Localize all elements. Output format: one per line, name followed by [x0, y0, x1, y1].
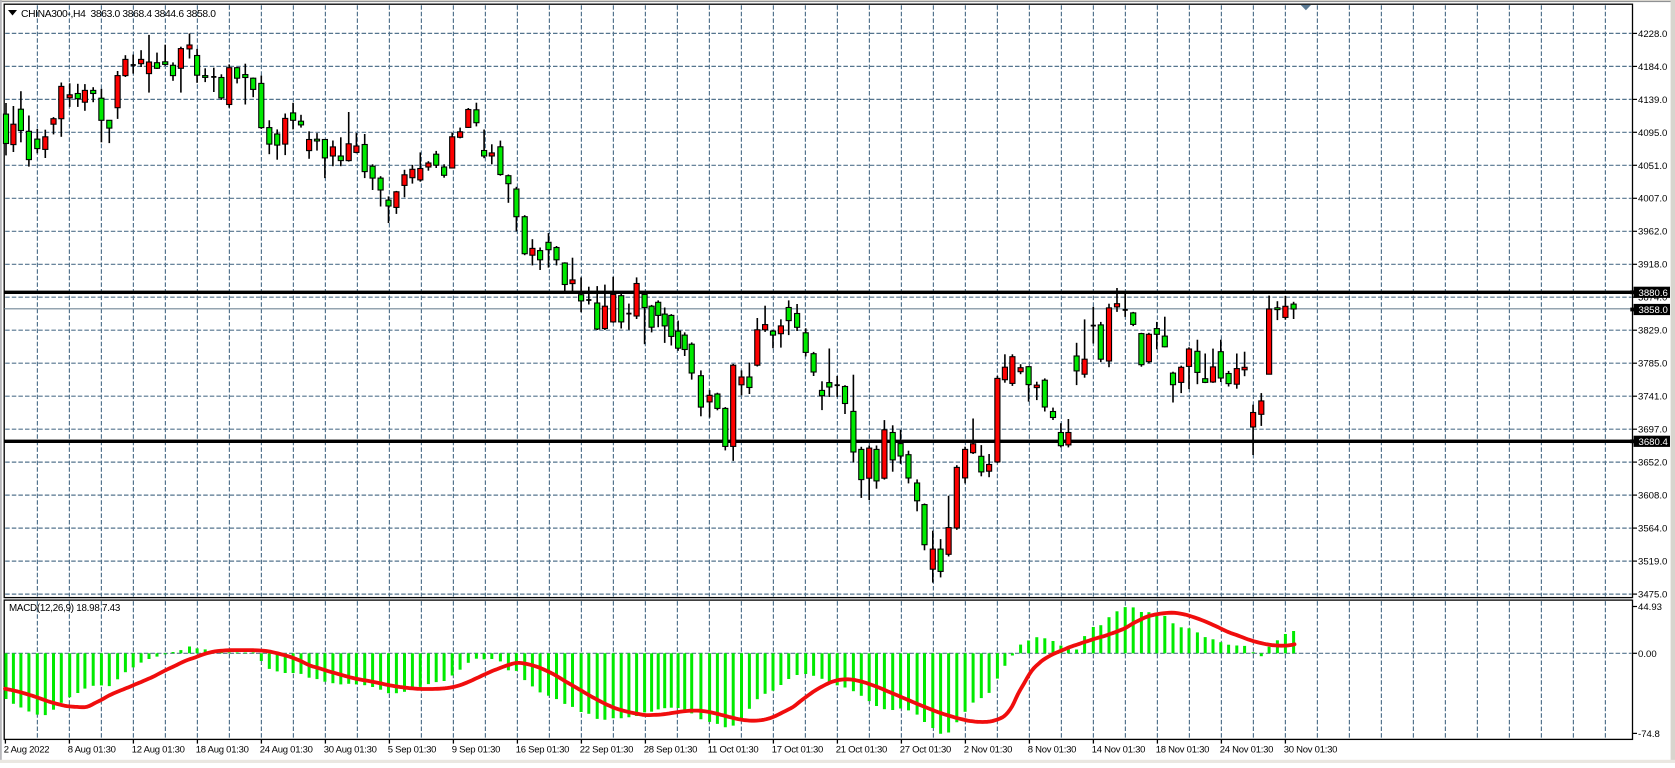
svg-text:18 Nov 01:30: 18 Nov 01:30 — [1156, 745, 1210, 756]
svg-text:44.93: 44.93 — [1638, 602, 1662, 613]
svg-text:3564.0: 3564.0 — [1638, 524, 1667, 535]
svg-text:3918.0: 3918.0 — [1638, 260, 1667, 271]
svg-text:CHINA300-,H4 3863.0 3868.4 38: CHINA300-,H4 3863.0 3868.4 3844.6 3858.0 — [21, 9, 216, 20]
svg-text:14 Nov 01:30: 14 Nov 01:30 — [1092, 745, 1146, 756]
svg-text:16 Sep 01:30: 16 Sep 01:30 — [516, 745, 570, 756]
svg-text:24 Nov 01:30: 24 Nov 01:30 — [1220, 745, 1274, 756]
svg-text:-74.8: -74.8 — [1638, 729, 1660, 740]
svg-text:24 Aug 01:30: 24 Aug 01:30 — [260, 745, 313, 756]
svg-text:3880.6: 3880.6 — [1639, 288, 1668, 299]
svg-text:4184.0: 4184.0 — [1638, 62, 1667, 73]
svg-text:17 Oct 01:30: 17 Oct 01:30 — [772, 745, 823, 756]
svg-text:30 Nov 01:30: 30 Nov 01:30 — [1284, 745, 1338, 756]
svg-text:3652.0: 3652.0 — [1638, 458, 1667, 469]
svg-text:27 Oct 01:30: 27 Oct 01:30 — [900, 745, 951, 756]
svg-text:4228.0: 4228.0 — [1638, 29, 1667, 40]
svg-text:28 Sep 01:30: 28 Sep 01:30 — [644, 745, 698, 756]
svg-text:3697.0: 3697.0 — [1638, 425, 1667, 436]
svg-text:18 Aug 01:30: 18 Aug 01:30 — [196, 745, 249, 756]
svg-text:4051.0: 4051.0 — [1638, 161, 1667, 172]
svg-text:5 Sep 01:30: 5 Sep 01:30 — [388, 745, 437, 756]
svg-text:3785.0: 3785.0 — [1638, 359, 1667, 370]
svg-text:30 Aug 01:30: 30 Aug 01:30 — [324, 745, 377, 756]
svg-text:0.00: 0.00 — [1638, 649, 1657, 660]
svg-text:3475.0: 3475.0 — [1638, 590, 1667, 601]
svg-text:4139.0: 4139.0 — [1638, 95, 1667, 106]
svg-text:3608.0: 3608.0 — [1638, 491, 1667, 502]
svg-text:3741.0: 3741.0 — [1638, 392, 1667, 403]
svg-text:8 Nov 01:30: 8 Nov 01:30 — [1028, 745, 1076, 756]
svg-text:2 Nov 01:30: 2 Nov 01:30 — [964, 745, 1012, 756]
svg-text:9 Sep 01:30: 9 Sep 01:30 — [452, 745, 501, 756]
svg-text:3962.0: 3962.0 — [1638, 227, 1667, 238]
svg-text:3680.4: 3680.4 — [1639, 437, 1669, 448]
svg-text:3858.0: 3858.0 — [1639, 305, 1668, 316]
svg-text:4095.0: 4095.0 — [1638, 128, 1667, 139]
svg-text:2 Aug 2022: 2 Aug 2022 — [4, 745, 50, 756]
svg-text:MACD(12,26,9) 18.98 7.43: MACD(12,26,9) 18.98 7.43 — [9, 603, 121, 614]
svg-text:12 Aug 01:30: 12 Aug 01:30 — [132, 745, 185, 756]
svg-text:21 Oct 01:30: 21 Oct 01:30 — [836, 745, 887, 756]
svg-text:4007.0: 4007.0 — [1638, 194, 1667, 205]
svg-text:3519.0: 3519.0 — [1638, 557, 1667, 568]
svg-text:3874.0: 3874.0 — [1638, 293, 1667, 304]
svg-text:22 Sep 01:30: 22 Sep 01:30 — [580, 745, 634, 756]
svg-text:11 Oct 01:30: 11 Oct 01:30 — [708, 745, 759, 756]
svg-text:3829.0: 3829.0 — [1638, 326, 1667, 337]
svg-text:8 Aug 01:30: 8 Aug 01:30 — [68, 745, 116, 756]
